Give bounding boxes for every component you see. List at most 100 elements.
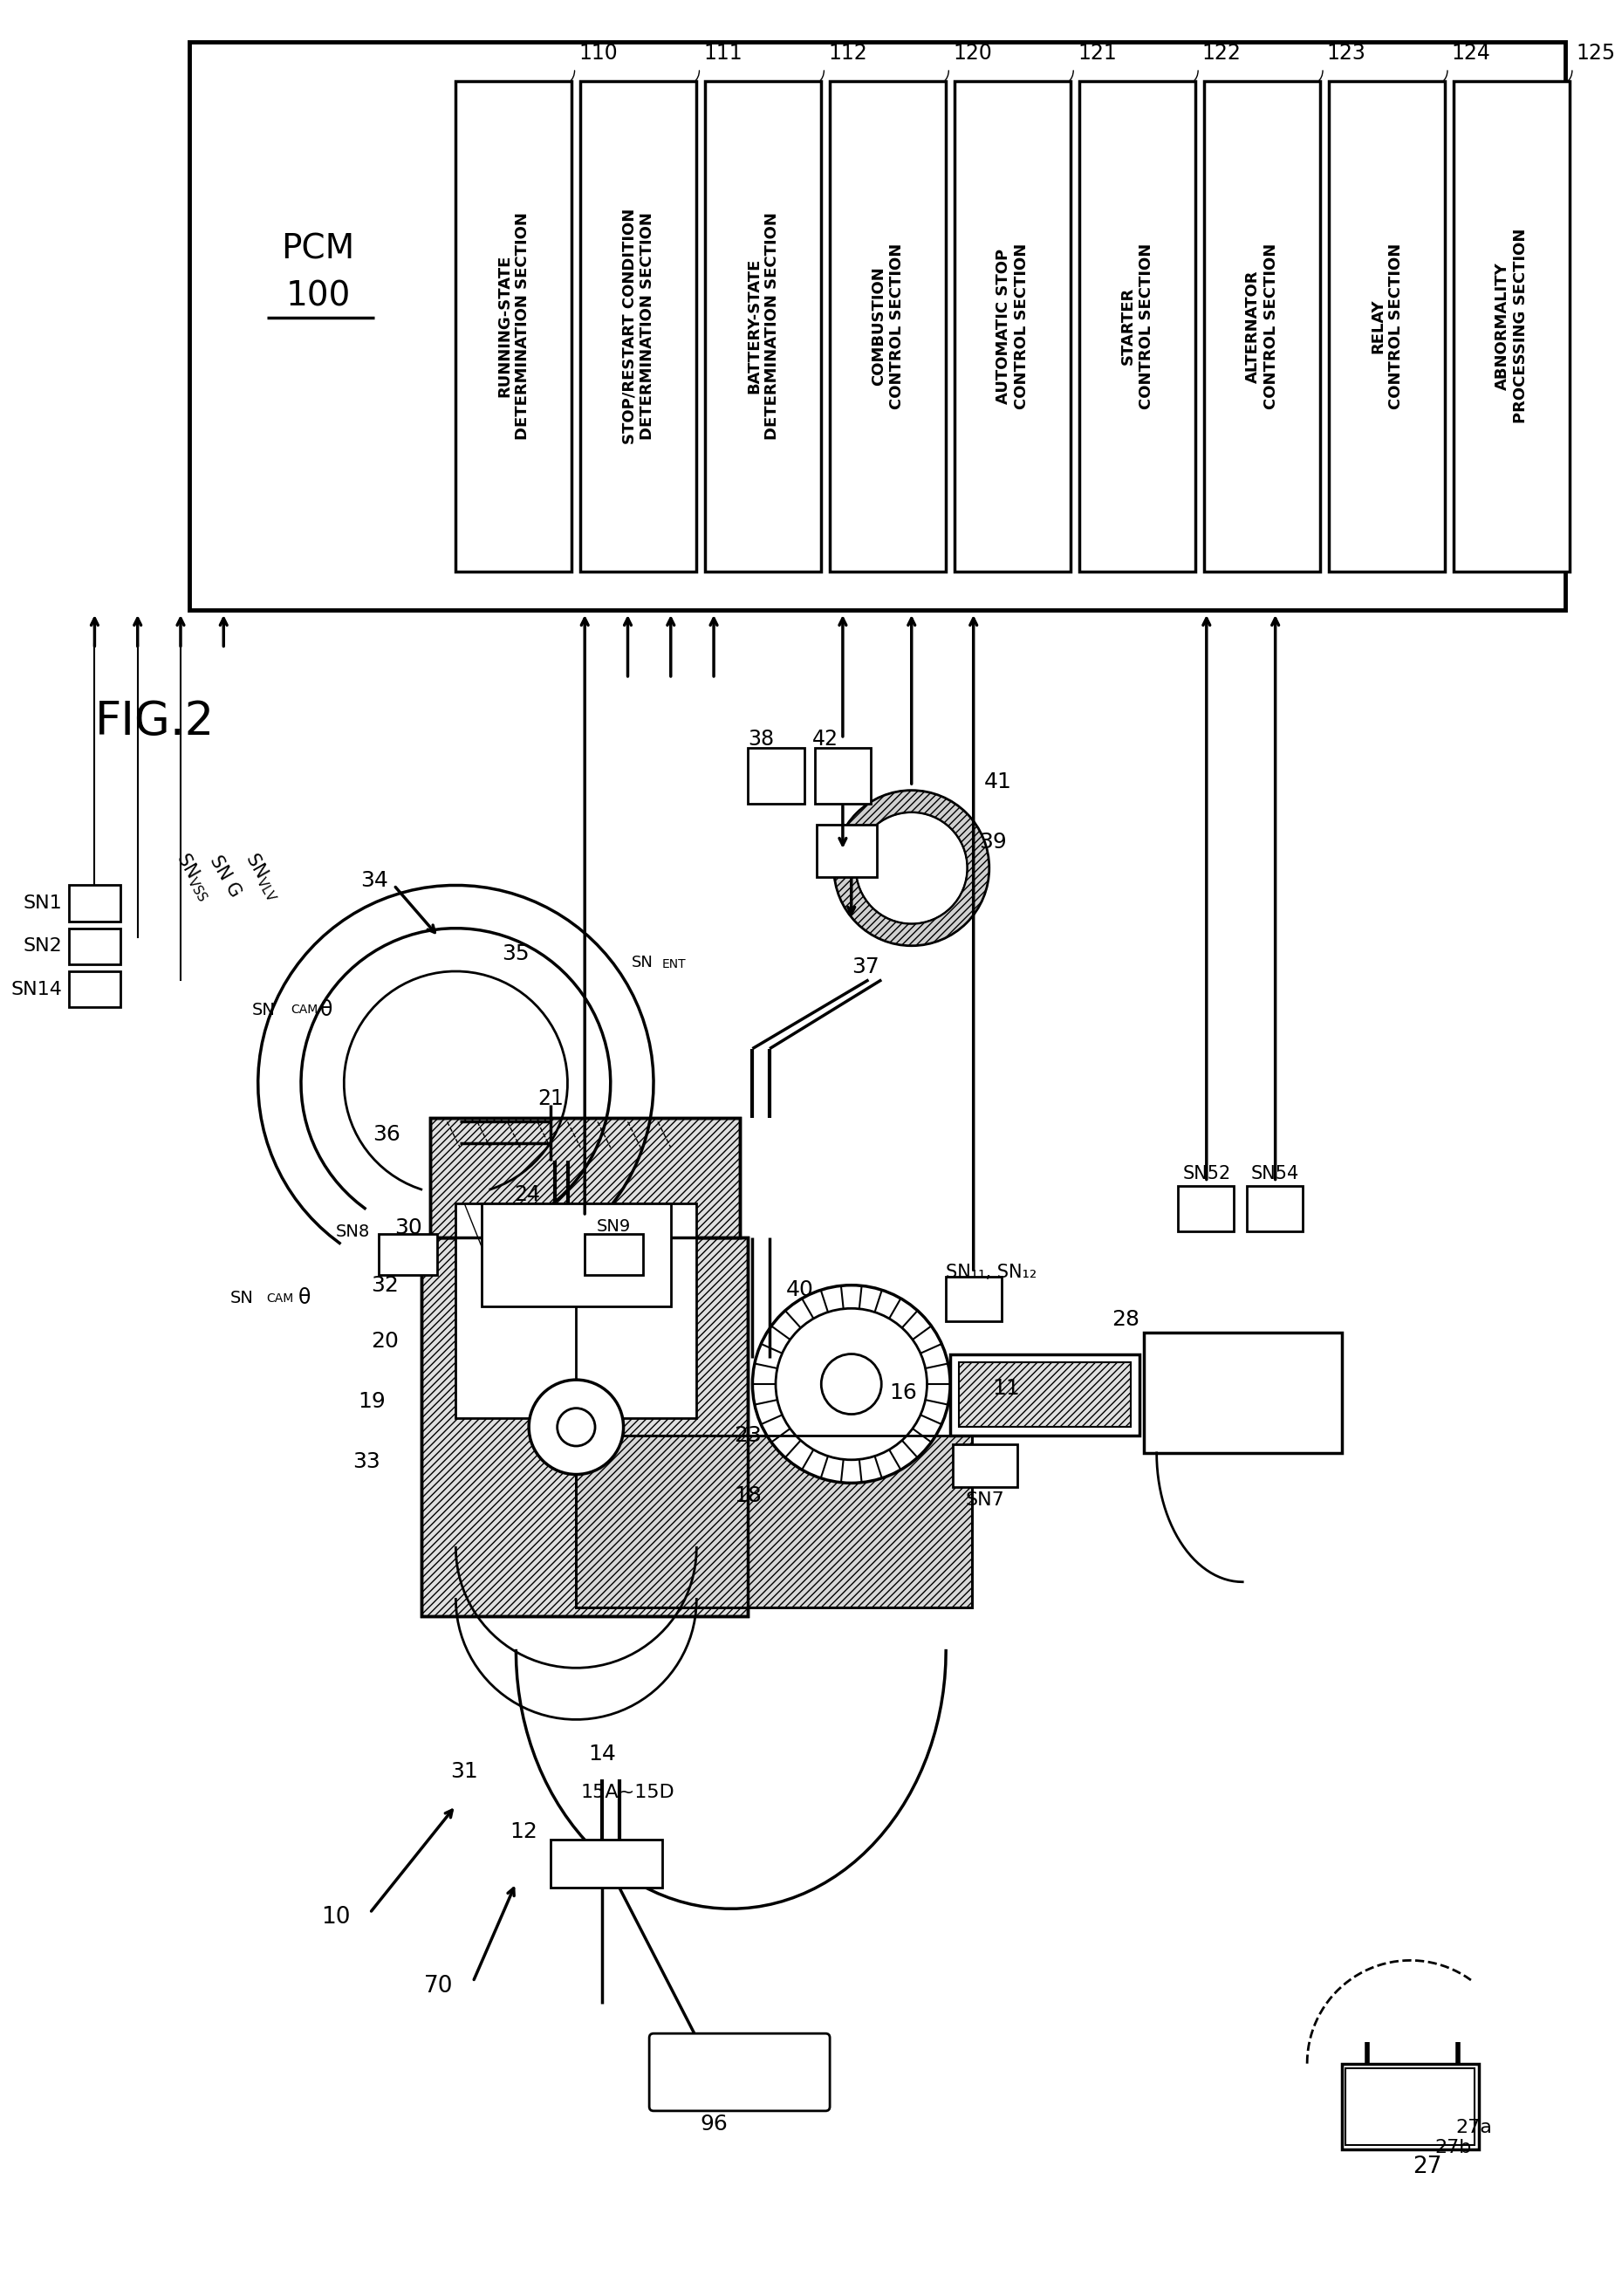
- Text: BATTERY-STATE
DETERMINATION SECTION: BATTERY-STATE DETERMINATION SECTION: [746, 211, 780, 441]
- Text: SN G: SN G: [207, 852, 244, 900]
- Text: 121: 121: [1077, 44, 1116, 64]
- Text: 18: 18: [735, 1486, 762, 1506]
- Text: 14: 14: [588, 1743, 615, 1763]
- Text: 10: 10: [321, 1906, 350, 1929]
- Text: 41: 41: [984, 771, 1011, 792]
- Bar: [1345, 2069, 1474, 2144]
- Text: SN1: SN1: [23, 895, 61, 912]
- Bar: [69, 928, 121, 964]
- Text: 12: 12: [510, 1821, 538, 1841]
- Bar: [422, 1238, 748, 1616]
- Text: STARTER
CONTROL SECTION: STARTER CONTROL SECTION: [1121, 243, 1155, 409]
- Bar: [430, 1118, 740, 1238]
- Text: ALTERNATOR
CONTROL SECTION: ALTERNATOR CONTROL SECTION: [1245, 243, 1279, 409]
- Text: SN2: SN2: [23, 937, 61, 955]
- Bar: [959, 1362, 1130, 1428]
- Text: 100: 100: [286, 280, 350, 312]
- Circle shape: [775, 1309, 927, 1460]
- Text: 111: 111: [704, 44, 743, 64]
- Bar: [455, 1203, 696, 1419]
- Bar: [1329, 80, 1445, 572]
- Text: ENT: ENT: [662, 957, 686, 971]
- Text: 96: 96: [699, 2112, 728, 2135]
- Bar: [577, 1435, 972, 1607]
- Bar: [1143, 1332, 1342, 1453]
- Circle shape: [856, 813, 967, 923]
- Bar: [189, 41, 1565, 611]
- Text: 70: 70: [425, 1975, 454, 1998]
- FancyBboxPatch shape: [649, 2034, 830, 2110]
- Bar: [950, 1355, 1140, 1435]
- Text: 31: 31: [451, 1761, 478, 1782]
- Bar: [706, 80, 822, 572]
- Bar: [1342, 2064, 1479, 2149]
- Text: CAM: CAM: [266, 1293, 294, 1304]
- Text: θ: θ: [299, 1288, 312, 1309]
- Text: θ: θ: [320, 999, 333, 1019]
- Bar: [1454, 80, 1570, 572]
- Text: PCM: PCM: [281, 232, 355, 266]
- Bar: [816, 748, 870, 804]
- Bar: [378, 1233, 436, 1274]
- Text: 16: 16: [888, 1382, 917, 1403]
- Text: 42: 42: [812, 728, 838, 748]
- Bar: [946, 1277, 1001, 1320]
- Bar: [455, 80, 572, 572]
- Text: CAM: CAM: [291, 1003, 318, 1017]
- Text: SN: SN: [252, 1001, 275, 1017]
- Text: SN: SN: [231, 1290, 254, 1306]
- Text: SN$_{\mathrm{VSS}}$: SN$_{\mathrm{VSS}}$: [171, 850, 215, 905]
- Bar: [551, 1839, 662, 1887]
- Text: 120: 120: [953, 44, 992, 64]
- Text: ABNORMALITY
PROCESSING SECTION: ABNORMALITY PROCESSING SECTION: [1494, 230, 1528, 425]
- Text: 110: 110: [578, 44, 619, 64]
- Text: 20: 20: [370, 1332, 399, 1352]
- Text: 21: 21: [538, 1088, 564, 1109]
- Bar: [585, 1233, 643, 1274]
- Text: RELAY
CONTROL SECTION: RELAY CONTROL SECTION: [1370, 243, 1403, 409]
- Circle shape: [833, 790, 988, 946]
- Text: SN8: SN8: [336, 1224, 370, 1240]
- Text: 27: 27: [1413, 2156, 1442, 2179]
- Text: 24: 24: [514, 1185, 539, 1205]
- Bar: [430, 1118, 740, 1238]
- Circle shape: [822, 1355, 882, 1414]
- Text: 27a: 27a: [1455, 2119, 1492, 2135]
- Text: COMBUSTION
CONTROL SECTION: COMBUSTION CONTROL SECTION: [870, 243, 904, 409]
- Bar: [1203, 80, 1319, 572]
- Bar: [654, 2039, 825, 2108]
- Text: SN: SN: [631, 955, 654, 971]
- Text: 123: 123: [1328, 44, 1366, 64]
- Circle shape: [557, 1407, 594, 1446]
- Bar: [481, 1203, 670, 1306]
- Bar: [580, 80, 696, 572]
- Text: 37: 37: [851, 957, 879, 978]
- Text: STOP/RESTART CONDITION
DETERMINATION SECTION: STOP/RESTART CONDITION DETERMINATION SEC…: [622, 209, 656, 443]
- Text: 23: 23: [735, 1426, 762, 1446]
- Bar: [69, 971, 121, 1008]
- Text: 112: 112: [828, 44, 867, 64]
- Bar: [577, 1435, 972, 1607]
- Text: AUTOMATIC STOP
CONTROL SECTION: AUTOMATIC STOP CONTROL SECTION: [996, 243, 1029, 409]
- Text: 11: 11: [992, 1378, 1021, 1398]
- Bar: [954, 80, 1071, 572]
- Text: 36: 36: [373, 1125, 401, 1146]
- Bar: [748, 748, 804, 804]
- Text: 30: 30: [394, 1217, 423, 1238]
- Text: FIG.2: FIG.2: [95, 698, 215, 744]
- Text: SN$_{\mathrm{VLV}}$: SN$_{\mathrm{VLV}}$: [241, 850, 284, 905]
- Text: 28: 28: [1111, 1309, 1140, 1329]
- Text: 124: 124: [1452, 44, 1491, 64]
- Text: SN9: SN9: [598, 1219, 631, 1235]
- Text: 38: 38: [748, 728, 775, 748]
- Text: SN14: SN14: [11, 980, 61, 999]
- Text: 15A~15D: 15A~15D: [581, 1784, 675, 1802]
- Wedge shape: [833, 790, 988, 946]
- Bar: [1177, 1187, 1234, 1231]
- Bar: [953, 1444, 1017, 1488]
- Circle shape: [528, 1380, 623, 1474]
- Text: 32: 32: [370, 1274, 399, 1295]
- Text: SN₁₁, SN₁₂: SN₁₁, SN₁₂: [946, 1263, 1037, 1281]
- Text: SN52: SN52: [1182, 1164, 1231, 1182]
- Bar: [1247, 1187, 1303, 1231]
